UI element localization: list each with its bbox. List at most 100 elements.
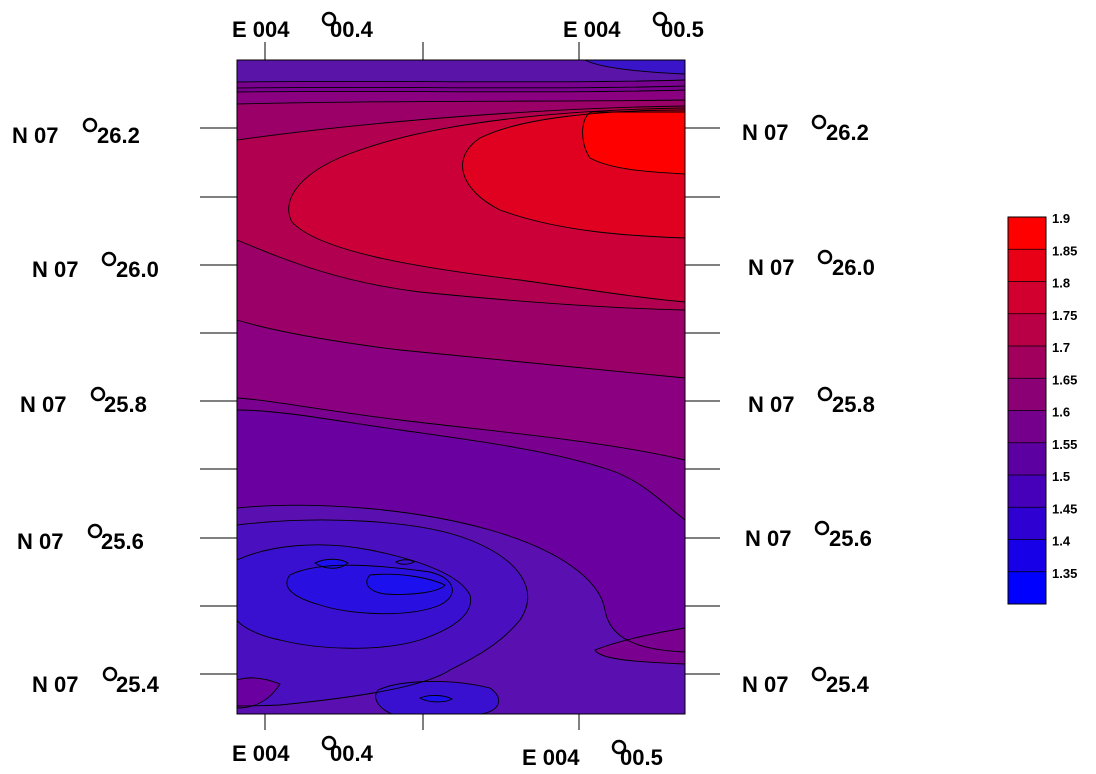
x-tick-min: 00.4 [330, 17, 374, 42]
y-tick-min: 25.6 [101, 529, 144, 554]
x-tick-min: 00.4 [330, 741, 374, 766]
contour-line [462, 109, 686, 239]
y-tick-label: N 07 25.8 [748, 386, 875, 417]
contour-line [314, 558, 349, 569]
y-tick-min: 25.6 [829, 526, 872, 551]
y-axis-labels-left: N 07 26.2 N 07 26.0 N 07 25.8 N 07 25.6 … [12, 117, 160, 697]
contour-line [377, 680, 500, 715]
legend-border [1007, 216, 1047, 605]
legend-swatch [1008, 442, 1046, 475]
y-tick-deg: N 07 [748, 392, 794, 417]
degree-symbol [611, 739, 627, 755]
contour-line [236, 519, 529, 707]
band-south-min [420, 695, 452, 702]
y-tick-label: N 07 25.6 [17, 523, 144, 554]
y-tick-label: N 07 25.8 [20, 386, 147, 417]
contour-bands [237, 60, 685, 714]
degree-symbol [102, 666, 118, 682]
x-axis-labels-bottom: E 004 00.4 E 004 00.5 [232, 735, 663, 770]
y-tick-min: 25.8 [832, 392, 875, 417]
legend-tick-label: 1.6 [1052, 405, 1070, 420]
band-top [237, 60, 685, 82]
legend-swatch [1008, 217, 1046, 250]
contour-line [366, 573, 446, 595]
contour-line [375, 689, 393, 715]
x-tick-deg: E 004 [232, 17, 290, 42]
y-tick-deg: N 07 [742, 672, 788, 697]
degree-symbol [82, 117, 98, 133]
contour-line [236, 85, 686, 89]
legend-swatch [1008, 410, 1046, 443]
legend-tick-label: 1.7 [1052, 340, 1070, 355]
contour-line [584, 59, 686, 75]
legend-tick-label: 1.55 [1052, 437, 1077, 452]
contour-line [395, 559, 415, 565]
y-tick-label: N 07 26.0 [32, 251, 159, 282]
contour-line [288, 107, 686, 303]
axis-ticks [200, 42, 720, 730]
band-sw-corner [237, 677, 280, 708]
contour-line [582, 111, 686, 175]
x-tick-deg: E 004 [522, 745, 580, 769]
band-top-blue [585, 60, 685, 74]
legend-swatch [1008, 539, 1046, 572]
legend-tick-label: 1.9 [1052, 211, 1070, 226]
legend-tick-label: 1.35 [1052, 566, 1077, 581]
y-tick-label: N 07 25.4 [742, 666, 870, 697]
y-tick-min: 25.8 [104, 392, 147, 417]
legend-tick-label: 1.85 [1052, 243, 1077, 258]
legend-swatch [1008, 378, 1046, 411]
x-axis-labels-top: E 004 00.4 E 004 00.5 [232, 11, 704, 42]
degree-symbol [814, 520, 830, 536]
y-tick-label: N 07 26.2 [12, 117, 140, 148]
contour-line [236, 409, 686, 521]
y-tick-deg: N 07 [32, 672, 78, 697]
legend-swatch [1008, 346, 1046, 379]
degree-symbol [321, 11, 337, 27]
contour-line [236, 504, 686, 653]
legend-tick-label: 1.8 [1052, 276, 1070, 291]
band-east-lobe [595, 628, 685, 664]
band-1-40 [366, 574, 445, 595]
y-tick-deg: N 07 [742, 120, 788, 145]
degree-symbol [87, 523, 103, 539]
y-tick-deg: N 07 [748, 255, 794, 280]
y-tick-label: N 07 25.6 [745, 520, 872, 551]
contour-line [286, 564, 453, 615]
x-tick-label: E 004 00.5 [563, 11, 704, 42]
contour-line [236, 544, 472, 649]
legend-swatch [1008, 475, 1046, 508]
degree-symbol [817, 249, 833, 265]
contour-line [236, 99, 686, 105]
degree-symbol [817, 386, 833, 402]
degree-symbol [321, 735, 337, 751]
degree-symbol [652, 11, 668, 27]
legend-swatch [1008, 571, 1046, 604]
legend-tick-label: 1.45 [1052, 501, 1077, 516]
contour-line [236, 239, 686, 311]
legend-tick-label: 1.4 [1052, 534, 1071, 549]
y-tick-deg: N 07 [17, 529, 63, 554]
contour-line [236, 319, 686, 379]
x-tick-deg: E 004 [563, 17, 621, 42]
contour-line [236, 397, 686, 461]
map-frame [236, 59, 686, 715]
y-tick-label: N 07 26.0 [748, 249, 875, 280]
y-tick-deg: N 07 [32, 257, 78, 282]
contour-line [419, 695, 453, 703]
legend-swatch [1008, 507, 1046, 540]
degree-symbol [90, 386, 106, 402]
legend-tick-label: 1.65 [1052, 372, 1077, 387]
y-tick-label: N 07 26.2 [742, 114, 869, 145]
x-tick-min: 00.5 [661, 17, 704, 42]
y-tick-min: 26.0 [116, 257, 159, 282]
y-tick-label: N 07 25.4 [32, 666, 160, 697]
x-tick-label: E 004 00.4 [232, 11, 374, 42]
y-tick-deg: N 07 [745, 526, 791, 551]
degree-symbol [811, 666, 827, 682]
color-scale-legend: 1.35 1.4 1.45 1.5 1.55 1.6 1.65 1.7 1.75 1.8 1.85 1… [1007, 211, 1077, 605]
band-max [582, 112, 685, 174]
contour-line [594, 627, 686, 665]
